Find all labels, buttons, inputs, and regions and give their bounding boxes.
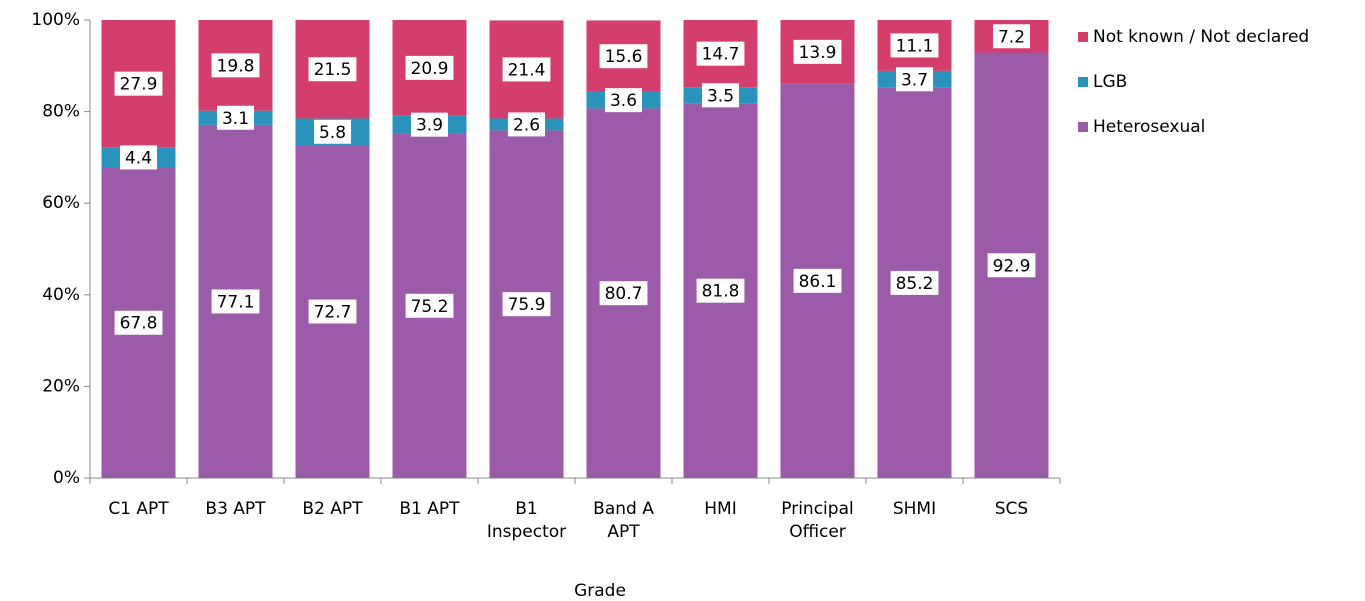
x-tick-label: C1 APT bbox=[108, 499, 169, 519]
legend-swatch bbox=[1078, 77, 1088, 87]
value-label-box bbox=[502, 292, 551, 317]
value-label-box bbox=[890, 33, 939, 58]
value-label: 2.6 bbox=[513, 115, 540, 135]
legend-swatch bbox=[1078, 32, 1088, 42]
value-label: 11.1 bbox=[896, 36, 934, 56]
value-label-box bbox=[114, 71, 163, 96]
legend-label: LGB bbox=[1093, 72, 1127, 92]
value-label-box bbox=[890, 270, 939, 295]
value-label: 77.1 bbox=[217, 292, 255, 312]
value-label: 21.5 bbox=[314, 60, 352, 80]
value-label-box bbox=[604, 88, 643, 113]
x-tick-label: HMI bbox=[704, 499, 736, 519]
y-tick-label: 100% bbox=[31, 10, 80, 30]
value-label-box bbox=[599, 281, 648, 306]
value-label: 7.2 bbox=[998, 27, 1025, 47]
value-label: 3.1 bbox=[222, 109, 249, 129]
x-tick-label: B2 APT bbox=[302, 499, 363, 519]
value-label-box bbox=[793, 39, 842, 64]
value-label: 80.7 bbox=[605, 284, 643, 304]
legend-label: Heterosexual bbox=[1093, 117, 1205, 137]
value-label: 15.6 bbox=[605, 47, 643, 67]
x-tick-label: B1 APT bbox=[399, 499, 460, 519]
legend-label: Not known / Not declared bbox=[1093, 27, 1309, 47]
value-label-box bbox=[701, 83, 740, 108]
value-label-box bbox=[114, 310, 163, 335]
y-tick-label: 60% bbox=[42, 193, 80, 213]
value-label-box bbox=[211, 289, 260, 314]
x-tick-label: SCS bbox=[995, 499, 1028, 519]
value-label: 81.8 bbox=[702, 282, 740, 302]
value-label: 86.1 bbox=[799, 272, 837, 292]
x-tick-label: B1 Inspector bbox=[487, 499, 566, 542]
value-label-box bbox=[696, 278, 745, 303]
value-label-box bbox=[211, 53, 260, 78]
legend-swatch bbox=[1078, 122, 1088, 132]
value-label-box bbox=[410, 112, 449, 137]
value-label: 67.8 bbox=[120, 314, 158, 334]
value-label: 75.2 bbox=[411, 297, 449, 317]
value-label: 20.9 bbox=[411, 59, 449, 79]
x-tick-label: B3 APT bbox=[205, 499, 266, 519]
value-label: 85.2 bbox=[896, 274, 934, 294]
value-label: 3.6 bbox=[610, 91, 637, 111]
x-axis-label: Grade bbox=[574, 581, 626, 601]
y-tick-label: 0% bbox=[53, 468, 80, 488]
y-tick-label: 20% bbox=[42, 376, 80, 396]
value-label-box bbox=[308, 57, 357, 82]
value-label-box bbox=[502, 57, 551, 82]
value-label: 3.5 bbox=[707, 86, 734, 106]
value-label-box bbox=[793, 268, 842, 293]
value-label: 72.7 bbox=[314, 303, 352, 323]
value-label: 21.4 bbox=[508, 60, 546, 80]
value-label: 5.8 bbox=[319, 123, 346, 143]
value-label: 13.9 bbox=[799, 43, 837, 63]
y-tick-label: 80% bbox=[42, 102, 80, 122]
value-label: 19.8 bbox=[217, 56, 255, 76]
value-label: 92.9 bbox=[993, 256, 1031, 276]
value-label-box bbox=[405, 55, 454, 80]
value-label-box bbox=[895, 67, 934, 92]
x-tick-label: Principal Officer bbox=[781, 499, 853, 542]
value-label: 14.7 bbox=[702, 45, 740, 65]
x-tick-label: SHMI bbox=[893, 499, 936, 519]
value-label: 3.9 bbox=[416, 116, 443, 136]
value-label-box bbox=[308, 299, 357, 324]
value-label-box bbox=[987, 253, 1036, 278]
value-label-box bbox=[216, 105, 255, 130]
value-label-box bbox=[696, 41, 745, 66]
value-label: 27.9 bbox=[120, 75, 158, 95]
value-label-box bbox=[119, 145, 158, 170]
value-label-box bbox=[405, 293, 454, 318]
value-label-box bbox=[992, 24, 1031, 49]
x-tick-label: Band A APT bbox=[593, 499, 654, 542]
value-label: 3.7 bbox=[901, 70, 928, 90]
value-label: 75.9 bbox=[508, 295, 546, 315]
value-label-box bbox=[599, 44, 648, 69]
y-tick-label: 40% bbox=[42, 285, 80, 305]
value-label-box bbox=[313, 119, 352, 144]
value-label-box bbox=[507, 112, 546, 137]
value-label: 4.4 bbox=[125, 148, 152, 168]
